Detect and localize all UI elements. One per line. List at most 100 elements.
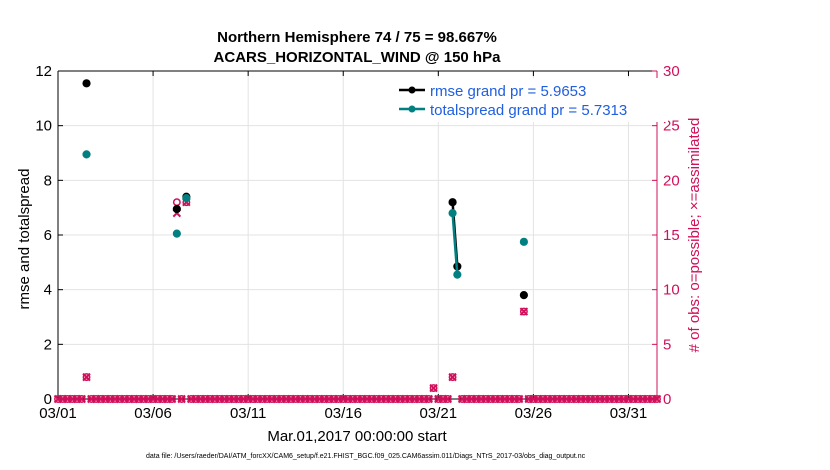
obs-possible-marker	[467, 395, 476, 403]
obs-possible-marker	[282, 395, 291, 403]
obs-assimilated-stroke	[448, 372, 457, 382]
obs-possible-marker	[415, 395, 424, 403]
obs-possible-marker	[519, 307, 528, 316]
obs-possible-marker	[534, 395, 543, 403]
obs-possible-marker	[600, 395, 609, 403]
totalspread-line-segment	[451, 213, 459, 275]
obs-possible-marker	[196, 395, 205, 403]
obs-possible-marker	[553, 395, 562, 403]
obs-possible-marker	[210, 395, 219, 403]
obs-possible-marker	[111, 395, 119, 403]
obs-possible-marker	[548, 395, 557, 403]
obs-assimilated-stroke	[77, 394, 86, 404]
obs-assimilated-stroke	[652, 394, 662, 404]
obs-possible-marker	[363, 395, 371, 403]
obs-possible-marker	[96, 395, 105, 403]
obs-possible-marker	[424, 395, 433, 403]
obs-possible-marker	[291, 395, 300, 403]
obs-possible-marker	[215, 395, 224, 403]
obs-possible-marker	[434, 395, 443, 403]
obs-possible-marker	[177, 395, 186, 403]
obs-assimilated-stroke	[82, 372, 91, 382]
obs-possible-marker	[306, 395, 314, 403]
x-tick-label: 03/31	[610, 405, 648, 422]
obs-possible-marker	[576, 395, 585, 403]
obs-assimilated-marker	[77, 394, 86, 404]
obs-possible-marker	[301, 395, 310, 403]
obs-possible-marker	[325, 395, 333, 403]
chart-title-line1: Northern Hemisphere 74 / 75 = 98.667%	[217, 29, 497, 46]
obs-possible-marker	[139, 395, 148, 403]
obs-possible-marker	[101, 395, 110, 403]
obs-possible-marker	[163, 395, 172, 403]
obs-assimilated-marker	[448, 372, 457, 382]
data-series	[82, 79, 528, 300]
obs-possible-marker	[92, 395, 100, 403]
obs-possible-marker	[462, 395, 471, 403]
x-tick-label: 03/11	[230, 405, 266, 422]
obs-possible-marker	[538, 395, 547, 403]
obs-possible-marker	[358, 395, 367, 403]
obs-assimilated-marker	[429, 383, 438, 393]
y-tick-label: 2	[44, 336, 52, 353]
obs-possible-marker	[348, 395, 357, 403]
rmse-point	[519, 291, 528, 300]
obs-possible-marker	[267, 395, 276, 403]
obs-possible-marker	[410, 395, 419, 403]
x-tick-label: 03/06	[134, 405, 172, 422]
obs-possible-marker	[315, 395, 324, 403]
obs-assimilated-marker	[82, 372, 91, 382]
x-tick-label: 03/26	[515, 405, 553, 422]
obs-possible-marker	[201, 395, 210, 403]
y-tick-label-right: 20	[663, 172, 680, 189]
obs-possible-marker	[448, 373, 457, 382]
obs-possible-marker	[481, 395, 490, 403]
obs-assimilated-marker	[424, 394, 434, 404]
obs-possible-marker	[429, 384, 438, 393]
obs-possible-marker	[377, 395, 386, 403]
obs-possible-marker	[63, 395, 72, 403]
data-file-footnote: data file: /Users/raeder/DAI/ATM_forcXX/…	[146, 453, 586, 460]
obs-assimilated-marker	[167, 394, 177, 404]
y-axis-label-right: # of obs: o=possible; ×=assimilated	[686, 118, 703, 353]
y-tick-label-right: 15	[663, 227, 680, 244]
obs-possible-marker	[248, 395, 257, 403]
obs-possible-marker	[54, 395, 62, 403]
x-tick-label: 03/21	[420, 405, 458, 422]
obs-possible-marker	[253, 395, 262, 403]
x-tick-label: 03/01	[39, 405, 77, 422]
obs-possible-marker	[619, 395, 628, 403]
obs-possible-marker	[149, 395, 158, 403]
obs-possible-marker	[339, 395, 348, 403]
obs-possible-marker	[500, 395, 509, 403]
obs-possible-marker	[367, 395, 376, 403]
obs-possible-marker	[263, 395, 272, 403]
obs-possible-marker	[206, 395, 215, 403]
x-tick-label: 03/16	[324, 405, 362, 422]
obs-possible-marker	[401, 395, 409, 403]
obs-possible-marker	[153, 395, 162, 403]
obs-possible-marker	[629, 395, 638, 403]
obs-possible-marker	[648, 395, 657, 403]
y-tick-label: 8	[44, 172, 52, 189]
obs-possible-marker	[405, 395, 414, 403]
obs-possible-marker	[557, 395, 566, 403]
obs-possible-marker	[234, 395, 243, 403]
obs-possible-marker	[120, 395, 129, 403]
obs-possible-marker	[272, 395, 281, 403]
obs-possible-marker	[491, 395, 500, 403]
obs-possible-marker	[87, 395, 96, 403]
obs-possible-marker	[106, 395, 115, 403]
obs-possible-marker	[543, 395, 552, 403]
obs-possible-marker	[458, 395, 467, 403]
obs-possible-marker	[472, 395, 481, 403]
rmse-point	[82, 79, 91, 88]
y-tick-label: 6	[44, 227, 52, 244]
y-axis-label: rmse and totalspread	[16, 169, 33, 310]
obs-possible-marker	[529, 395, 538, 403]
obs-assimilated-stroke	[514, 394, 524, 404]
totalspread-point	[172, 229, 181, 238]
obs-possible-marker	[586, 395, 595, 403]
obs-possible-marker	[68, 395, 77, 403]
